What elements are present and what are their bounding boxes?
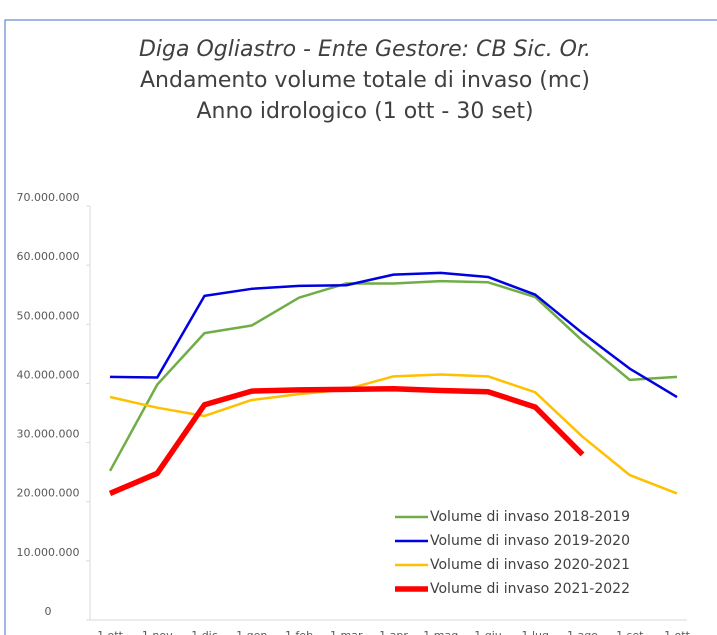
x-tick-label: 1 set	[616, 629, 644, 635]
legend-label: Volume di invaso 2021-2022	[430, 581, 630, 597]
x-tick-label: 1 nov	[142, 629, 173, 635]
legend-label: Volume di invaso 2020-2021	[430, 557, 630, 573]
series-line	[109, 373, 678, 495]
chart-frame	[4, 19, 717, 635]
legend-label: Volume di invaso 2018-2019	[430, 509, 630, 525]
x-tick-label: 1 mar	[330, 629, 363, 635]
y-tick-label: 30.000.000	[17, 428, 80, 441]
x-tick-label: 1 ago	[567, 629, 598, 635]
x-tick-label: 1 mag	[423, 629, 458, 635]
chart-title: Diga Ogliastro - Ente Gestore: CB Sic. O…	[139, 37, 591, 62]
y-tick-label: 40.000.000	[17, 368, 80, 381]
x-tick-label: 1 gen	[236, 629, 267, 635]
x-tick-label: 1 ott	[664, 629, 691, 635]
series-line	[108, 386, 585, 496]
y-tick-label: 10.000.000	[17, 546, 80, 559]
x-tick-label: 1 feb	[285, 629, 313, 635]
y-tick-label: 50.000.000	[17, 309, 80, 322]
series-line	[109, 271, 678, 399]
x-tick-label: 1 apr	[379, 629, 408, 635]
chart-title: Andamento volume totale di invaso (mc)	[140, 68, 590, 93]
x-tick-label: 1 lug	[521, 629, 549, 635]
y-tick-label: 70.000.000	[17, 191, 80, 204]
x-tick-label: 1 giu	[474, 629, 502, 635]
y-tick-label: 20.000.000	[17, 487, 80, 500]
legend-label: Volume di invaso 2019-2020	[430, 533, 630, 549]
x-tick-label: 1 ott	[97, 629, 124, 635]
x-tick-label: 1 dic	[191, 629, 218, 635]
series-line	[108, 279, 678, 472]
y-tick-label: 60.000.000	[17, 250, 80, 263]
chart-title: Anno idrologico (1 ott - 30 set)	[196, 99, 533, 124]
y-tick-label: 0	[45, 605, 52, 618]
